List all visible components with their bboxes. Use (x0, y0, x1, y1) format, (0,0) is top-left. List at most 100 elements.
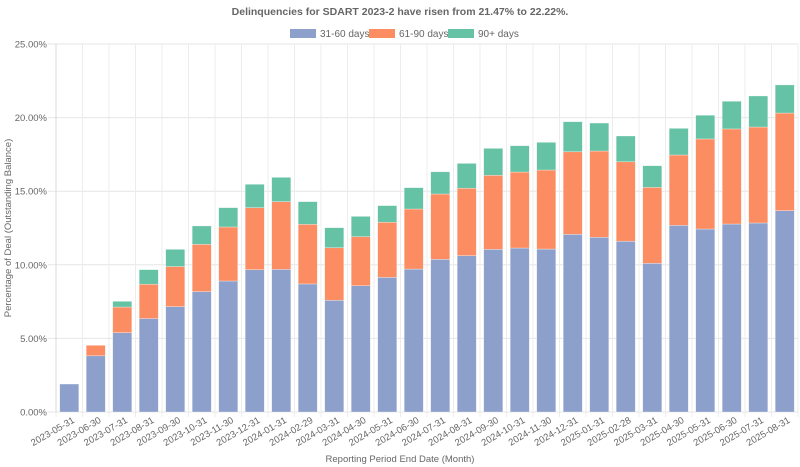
bar-segment-90-days (456, 163, 477, 189)
y-tick-label: 25.00% (15, 40, 48, 51)
bar-segment-90-days (430, 171, 451, 195)
bar-segment-61-90-days (403, 208, 424, 270)
bar-segment-90-days (642, 165, 663, 188)
bar-segment-31-60-days (165, 306, 186, 413)
bar-segment-90-days (403, 187, 424, 210)
bar-segment-61-90-days (695, 138, 716, 230)
bar-segment-31-60-days (324, 299, 345, 413)
bar-segment-61-90-days (112, 306, 133, 333)
bar-segment-90-days (615, 135, 636, 163)
bar-segment-90-days (721, 100, 742, 130)
legend-swatch-2 (369, 29, 395, 38)
bar-segment-61-90-days (668, 154, 689, 226)
bar-segment-61-90-days (456, 187, 477, 256)
bar-segment-61-90-days (138, 283, 159, 319)
legend-label-3: 90+ days (478, 29, 519, 40)
bar-segment-61-90-days (244, 207, 265, 270)
bar-segment-31-60-days (191, 291, 212, 413)
bar-segment-61-90-days (297, 224, 318, 285)
y-axis-label: Percentage of Deal (Outstanding Balance) (3, 139, 14, 318)
bar-segment-31-60-days (774, 210, 795, 413)
bar-segment-90-days (112, 301, 133, 308)
bar-segment-31-60-days (297, 283, 318, 413)
bar-segment-90-days (165, 249, 186, 267)
bar-segment-90-days (668, 128, 689, 156)
bars (59, 84, 795, 413)
bar-segment-90-days (244, 183, 265, 208)
bar-segment-61-90-days (536, 169, 557, 250)
legend-swatch-3 (448, 29, 474, 38)
gridlines (48, 43, 799, 417)
legend-swatch-1 (290, 29, 316, 38)
legend: 31-60 days 61-90 days 90+ days (290, 29, 519, 40)
legend-label-1: 31-60 days (320, 29, 369, 40)
bar-segment-31-60-days (668, 225, 689, 413)
chart-title: Delinquencies for SDART 2023-2 have rise… (232, 6, 569, 18)
bar-segment-90-days (324, 227, 345, 249)
bar-segment-61-90-days (165, 266, 186, 307)
bar-segment-31-60-days (642, 263, 663, 413)
bar-segment-31-60-days (244, 269, 265, 413)
bar-segment-31-60-days (138, 318, 159, 413)
bar-segment-31-60-days (377, 277, 398, 413)
bar-segment-90-days (138, 269, 159, 285)
bar-segment-61-90-days (589, 150, 610, 238)
bar-segment-61-90-days (642, 187, 663, 264)
y-tick-label: 20.00% (15, 113, 48, 124)
bar-segment-90-days (536, 142, 557, 171)
bar-segment-31-60-days (748, 222, 769, 413)
bar-segment-31-60-days (112, 332, 133, 413)
bar-segment-31-60-days (430, 259, 451, 413)
bar-segment-31-60-days (483, 249, 504, 413)
bar-segment-31-60-days (271, 269, 292, 413)
bar-segment-90-days (509, 145, 530, 173)
bar-segment-31-60-days (589, 236, 610, 413)
bar-segment-90-days (589, 122, 610, 152)
bar-segment-61-90-days (483, 175, 504, 250)
bar-segment-31-60-days (615, 240, 636, 413)
bar-segment-61-90-days (218, 226, 239, 282)
bar-segment-90-days (774, 84, 795, 114)
bar-segment-31-60-days (456, 255, 477, 413)
bar-segment-61-90-days (324, 247, 345, 301)
bar-segment-31-60-days (218, 280, 239, 413)
bar-segment-90-days (377, 205, 398, 223)
bar-segment-31-60-days (562, 234, 583, 413)
bar-segment-61-90-days (721, 128, 742, 225)
legend-label-2: 61-90 days (399, 29, 448, 40)
bar-segment-90-days (297, 201, 318, 225)
y-tick-label: 10.00% (15, 260, 48, 271)
bar-segment-90-days (562, 121, 583, 153)
bar-segment-90-days (748, 95, 769, 128)
bar-segment-61-90-days (774, 112, 795, 211)
bar-segment-90-days (271, 177, 292, 202)
y-tick-label: 5.00% (20, 334, 47, 345)
bar-segment-31-60-days (403, 268, 424, 413)
bar-segment-31-60-days (721, 223, 742, 413)
bar-segment-31-60-days (695, 228, 716, 413)
bar-segment-90-days (218, 207, 239, 228)
y-axis: 0.00% 5.00% 10.00% 15.00% 20.00% 25.00% (15, 40, 48, 419)
bar-segment-61-90-days (377, 221, 398, 278)
bar-segment-61-90-days (509, 171, 530, 249)
bar-segment-61-90-days (748, 126, 769, 224)
bar-segment-61-90-days (562, 151, 583, 235)
bar-segment-61-90-days (85, 345, 106, 357)
bar-segment-61-90-days (191, 244, 212, 292)
bar-segment-90-days (483, 148, 504, 176)
bar-segment-61-90-days (271, 201, 292, 270)
bar-segment-90-days (695, 114, 716, 140)
y-tick-label: 15.00% (15, 187, 48, 198)
y-tick-label: 0.00% (20, 408, 47, 419)
bar-segment-61-90-days (350, 236, 371, 287)
bar-segment-90-days (350, 216, 371, 237)
bar-segment-61-90-days (430, 193, 451, 260)
x-axis-label: Reporting Period End Date (Month) (326, 454, 475, 465)
bar-segment-31-60-days (536, 248, 557, 413)
bar-segment-61-90-days (615, 161, 636, 242)
bar-segment-31-60-days (509, 247, 530, 413)
bar-segment-31-60-days (85, 355, 106, 413)
bar-segment-31-60-days (350, 285, 371, 413)
bar-segment-31-60-days (59, 383, 80, 413)
